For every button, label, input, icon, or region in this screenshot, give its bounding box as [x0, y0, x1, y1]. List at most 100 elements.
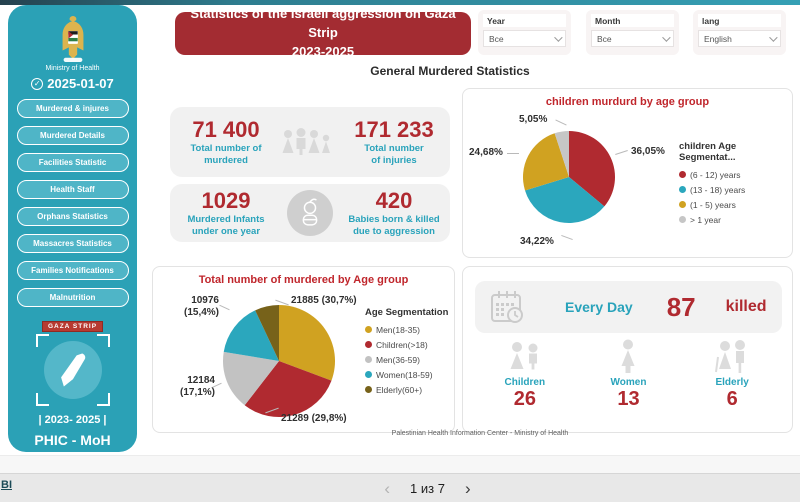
pie-slice-1[interactable] — [244, 361, 332, 417]
filter-month: Month Все — [586, 10, 679, 55]
stat-card-infants: 1029 Murdered Infants under one year 420 … — [170, 184, 450, 242]
legend-item-6-12[interactable]: (6 - 12) years — [679, 167, 792, 182]
legend-dot-icon — [365, 386, 372, 393]
gaza-strip-badge: GAZA STRIP — [41, 321, 104, 332]
group-women: Women 13 — [583, 339, 673, 410]
infants-value: 1029 — [201, 187, 251, 213]
sidebar: Ministry of Health ✓ 2025-01-07 Murdered… — [8, 5, 137, 452]
everyday-killed-label: killed — [725, 298, 767, 315]
murdered-value: 71 400 — [192, 116, 260, 142]
palestine-eagle-emblem-icon — [62, 16, 83, 62]
gaza-map-frame — [35, 334, 110, 406]
everyday-strip: Every Day 87 killed — [475, 281, 782, 333]
legend-item-under-1[interactable]: > 1 year — [679, 212, 792, 227]
frame-corner-icon — [35, 334, 49, 347]
callout-36: 36,05% — [631, 146, 665, 157]
date-value: 2025-01-07 — [47, 76, 114, 91]
powerbi-link[interactable]: BI — [1, 479, 12, 491]
everyday-label: Every Day — [565, 299, 633, 315]
filter-month-value: Все — [597, 34, 612, 44]
frame-corner-icon — [96, 334, 110, 347]
elderly-label: Elderly — [715, 377, 749, 388]
legend-item-men-18-35[interactable]: Men(18-35) — [365, 322, 448, 337]
bottom-band — [0, 455, 800, 473]
sidebar-item-murdered-injures[interactable]: Murdered & injures — [16, 99, 129, 118]
elderly-value: 6 — [726, 388, 738, 410]
filter-lang-dropdown[interactable]: English — [698, 30, 781, 47]
sidebar-item-families-notifications[interactable]: Families Notifications — [16, 261, 129, 280]
filter-lang-label: lang — [698, 14, 781, 27]
legend-title: Age Segmentation — [365, 307, 449, 318]
filter-year-label: Year — [483, 14, 566, 27]
legend-item-elderly[interactable]: Elderly(60+) — [365, 382, 448, 397]
phic-label: PHIC - MoH — [34, 432, 111, 448]
stat-card-totals: 71 400 Total number of murdered 171 233 T… — [170, 107, 450, 177]
murdered-label: Total number of murdered — [190, 142, 262, 166]
pie-slice-1[interactable] — [525, 177, 605, 223]
age-pie-legend: Age Segmentation Men(18-35) Children(>18… — [365, 307, 448, 397]
report-date: ✓ 2025-01-07 — [31, 76, 114, 91]
legend-dot-icon — [679, 201, 686, 208]
women-label: Women — [610, 377, 647, 388]
everyday-value: 87 — [666, 291, 696, 322]
sidebar-item-facilities-statistic[interactable]: Facilities Statistic — [16, 153, 129, 172]
woman-icon — [621, 339, 635, 373]
children-pie-chart[interactable] — [521, 129, 617, 225]
children-label: Children — [504, 377, 546, 388]
pie-slice-2[interactable] — [523, 133, 569, 191]
babies-label: Babies born & killed due to aggression — [348, 213, 440, 237]
legend-item-13-18[interactable]: (13 - 18) years — [679, 182, 792, 197]
filter-year-value: Все — [489, 34, 504, 44]
group-elderly: Elderly 6 — [687, 339, 777, 410]
age-pie-panel: Total number of murdered by Age group 21… — [152, 266, 455, 433]
filter-month-dropdown[interactable]: Все — [591, 30, 674, 47]
legend-item-children[interactable]: Children(>18) — [365, 337, 448, 352]
infants-label: Murdered Infants under one year — [187, 213, 265, 237]
legend-dot-icon — [365, 341, 372, 348]
chevron-down-icon — [662, 33, 671, 42]
age-pie-chart[interactable] — [221, 303, 337, 419]
injuries-label: Total number of injuries — [364, 142, 424, 166]
sidebar-item-orphans-statistics[interactable]: Orphans Statistics — [16, 207, 129, 226]
prev-page-icon[interactable]: ‹ — [384, 478, 391, 498]
section-title: General Murdered Statistics — [370, 64, 530, 78]
pie-slice-2[interactable] — [223, 351, 279, 406]
filter-year: Year Все — [478, 10, 571, 55]
calendar-icon — [491, 291, 523, 323]
baby-icon — [287, 190, 333, 236]
filter-year-dropdown[interactable]: Все — [483, 30, 566, 47]
sidebar-item-malnutrition[interactable]: Malnutrition — [16, 288, 129, 307]
pie-slice-0[interactable] — [569, 131, 615, 207]
pie-slice-0[interactable] — [279, 305, 335, 381]
callout-5: 5,05% — [519, 114, 548, 125]
legend-item-men-36-59[interactable]: Men(36-59) — [365, 352, 448, 367]
check-icon: ✓ — [31, 77, 44, 90]
callout-children: 21289 (29,8%) — [281, 413, 347, 424]
legend-item-women[interactable]: Women(18-59) — [365, 367, 448, 382]
report-title-line1: Statistics of the Israeli aggression on … — [190, 6, 456, 41]
group-children: Children 26 — [480, 339, 570, 410]
callout-women: 10976 (15,4%) — [183, 295, 219, 318]
legend-item-1-5[interactable]: (1 - 5) years — [679, 197, 792, 212]
legend-dot-icon — [679, 186, 686, 193]
sidebar-item-murdered-details[interactable]: Murdered Details — [16, 126, 129, 145]
sidebar-item-massacres-statistics[interactable]: Massacres Statistics — [16, 234, 129, 253]
callout-34: 34,22% — [520, 236, 554, 247]
children-pie-title: children murdurd by age group — [545, 96, 710, 108]
pie-slice-4[interactable] — [255, 305, 279, 361]
chevron-down-icon — [554, 33, 563, 42]
everyday-groups: Children 26 Women 13 Elderly 6 — [473, 339, 784, 410]
frame-corner-icon — [96, 393, 110, 406]
pie-slice-3[interactable] — [223, 310, 279, 361]
legend-dot-icon — [679, 216, 686, 223]
pie-slice-3[interactable] — [554, 131, 569, 177]
children-pie-panel: children murdurd by age group 36,05% 34,… — [462, 88, 793, 258]
sidebar-item-health-staff[interactable]: Health Staff — [16, 180, 129, 199]
page-indicator: 1 из 7 — [410, 481, 445, 496]
gaza-map-circle — [43, 341, 102, 399]
legend-dot-icon — [365, 356, 372, 363]
next-page-icon[interactable]: › — [464, 478, 471, 498]
filter-lang-value: English — [704, 34, 732, 44]
babies-value: 420 — [375, 187, 413, 213]
